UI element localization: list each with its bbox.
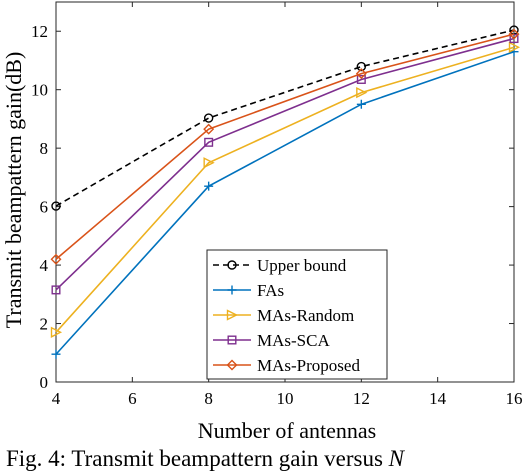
legend-swatch-marker xyxy=(226,359,238,371)
data-point xyxy=(51,285,61,295)
data-point xyxy=(356,74,366,84)
x-axis-label: Number of antennas xyxy=(198,418,376,443)
y-tick-label: 12 xyxy=(31,22,48,41)
legend-label: MAs-Proposed xyxy=(257,356,360,375)
data-point xyxy=(508,41,521,53)
series-line xyxy=(55,29,515,207)
data-point xyxy=(204,181,214,191)
legend-label: Upper bound xyxy=(257,256,347,275)
series-mas-proposed xyxy=(50,28,520,265)
y-tick-label: 8 xyxy=(40,139,49,158)
data-point xyxy=(356,61,367,72)
y-tick-label: 0 xyxy=(40,373,49,392)
data-point xyxy=(355,68,367,80)
y-tick-label: 2 xyxy=(40,315,49,334)
data-point xyxy=(204,137,214,147)
data-point xyxy=(508,28,520,40)
x-tick-label: 6 xyxy=(128,389,137,408)
series-fas xyxy=(51,47,519,359)
data-point xyxy=(356,86,368,99)
figure-caption: Fig. 4: Transmit beampattern gain versus… xyxy=(6,446,404,472)
data-point xyxy=(50,253,62,265)
data-point xyxy=(356,99,366,109)
data-point xyxy=(203,123,215,135)
legend-swatch-marker xyxy=(227,260,237,270)
y-axis-label: Transmit beampattern gain(dB) xyxy=(1,52,26,329)
legend-swatch-marker xyxy=(227,285,237,295)
legend: Upper bound FAs MAs-Random MAs-SCA MAs-Propo… xyxy=(206,249,388,380)
legend-swatch-marker xyxy=(227,335,237,345)
series-line xyxy=(55,33,515,260)
y-tick-label: 4 xyxy=(40,256,49,275)
caption-text: Fig. 4: Transmit beampattern gain versus xyxy=(6,446,389,471)
x-tick-label: 14 xyxy=(429,389,447,408)
x-tick-label: 8 xyxy=(204,389,213,408)
y-tick-label: 10 xyxy=(31,81,48,100)
series-mas-sca xyxy=(51,34,519,295)
series-mas-random xyxy=(50,41,521,338)
data-point xyxy=(203,113,214,123)
x-tick-label: 10 xyxy=(277,389,294,408)
series-upper-bound xyxy=(51,25,519,211)
x-tick-label: 4 xyxy=(52,389,61,408)
data-point xyxy=(50,326,63,338)
series-line xyxy=(55,37,515,291)
legend-swatch-marker xyxy=(226,309,239,321)
x-tick-label: 12 xyxy=(353,389,370,408)
x-tick-label: 16 xyxy=(506,389,522,408)
caption-symbol: N xyxy=(388,446,405,471)
y-tick-label: 6 xyxy=(40,198,49,217)
legend-label: FAs xyxy=(257,281,284,300)
data-point xyxy=(203,157,215,169)
series-layer xyxy=(50,25,521,359)
data-point xyxy=(51,201,61,211)
legend-label: MAs-Random xyxy=(257,306,354,325)
data-point xyxy=(51,349,61,359)
series-line xyxy=(55,50,515,355)
series-line xyxy=(55,46,515,333)
legend-label: MAs-SCA xyxy=(257,331,330,350)
chart: 4 6 8 10 12 14 16 0 2 4 6 8 10 12 Upper bound FAs MAs-R… xyxy=(1,1,522,443)
